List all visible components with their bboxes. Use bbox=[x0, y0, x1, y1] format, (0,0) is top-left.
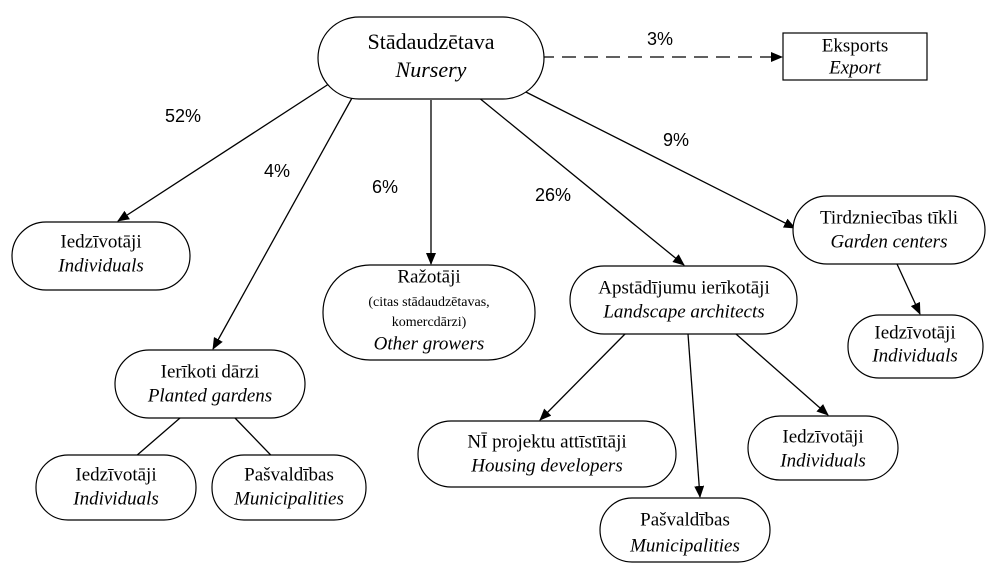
node-label: Apstādījumu ierīkotāji bbox=[598, 277, 770, 298]
node-label: Housing developers bbox=[470, 455, 622, 476]
node bbox=[417, 420, 677, 488]
node-label: Iedzīvotāji bbox=[75, 464, 156, 485]
edge-label: 26% bbox=[535, 185, 571, 205]
node-label: (citas stādaudzētavas, bbox=[368, 295, 489, 310]
edge-labels: 3% 52% 4% 6% 26% 9% bbox=[165, 29, 689, 205]
node-label: NĪ projektu attīstītāji bbox=[467, 431, 626, 452]
node bbox=[322, 264, 536, 361]
node-label: Ražotāji bbox=[397, 266, 460, 287]
node-label: Nursery bbox=[395, 57, 467, 82]
node-label: Pašvaldības bbox=[244, 464, 334, 485]
node-label: Individuals bbox=[72, 488, 159, 509]
node-label: Ierīkoti dārzi bbox=[161, 361, 260, 382]
edges bbox=[112, 52, 921, 498]
edge-label: 4% bbox=[264, 161, 290, 181]
node bbox=[847, 314, 984, 379]
node-label: Individuals bbox=[57, 255, 144, 276]
node-label: Iedzīvotāji bbox=[874, 322, 955, 343]
edge bbox=[687, 333, 705, 498]
edge bbox=[117, 77, 339, 222]
node bbox=[114, 349, 306, 419]
node bbox=[599, 497, 771, 563]
node-label: Stādaudzētava bbox=[367, 29, 494, 54]
node-label: Iedzīvotāji bbox=[60, 231, 141, 252]
node-label: Municipalities bbox=[629, 535, 740, 556]
edge-label: 52% bbox=[165, 106, 201, 126]
node-label: Export bbox=[828, 57, 881, 78]
node bbox=[747, 415, 899, 481]
node-label: komercdārzi) bbox=[392, 315, 467, 330]
node bbox=[35, 454, 197, 521]
edge bbox=[539, 333, 626, 421]
node-label: Eksports bbox=[822, 35, 889, 56]
node bbox=[11, 221, 191, 291]
node-label: Other growers bbox=[374, 333, 485, 354]
edge bbox=[735, 333, 829, 416]
node-label: Garden centers bbox=[831, 231, 948, 252]
edge bbox=[896, 263, 921, 315]
node-label: Pašvaldības bbox=[640, 509, 730, 530]
nodes: Stādaudzētava Nursery Eksports Export Ie… bbox=[11, 16, 986, 563]
node-label: Iedzīvotāji bbox=[782, 426, 863, 447]
edge-label: 6% bbox=[372, 177, 398, 197]
node bbox=[782, 32, 928, 81]
edge bbox=[513, 85, 796, 229]
edge bbox=[212, 97, 353, 350]
edge-label: 9% bbox=[663, 130, 689, 150]
node bbox=[317, 16, 545, 100]
node bbox=[792, 195, 986, 265]
edge-label: 3% bbox=[647, 29, 673, 49]
node-label: Tirdzniecības tīkli bbox=[820, 207, 958, 228]
node-label: Individuals bbox=[871, 345, 958, 366]
node bbox=[569, 265, 798, 335]
node bbox=[211, 454, 367, 521]
node-label: Municipalities bbox=[233, 488, 344, 509]
node-label: Planted gardens bbox=[147, 385, 272, 406]
node-label: Individuals bbox=[779, 450, 866, 471]
edge bbox=[477, 96, 685, 266]
node-label: Landscape architects bbox=[602, 301, 764, 322]
